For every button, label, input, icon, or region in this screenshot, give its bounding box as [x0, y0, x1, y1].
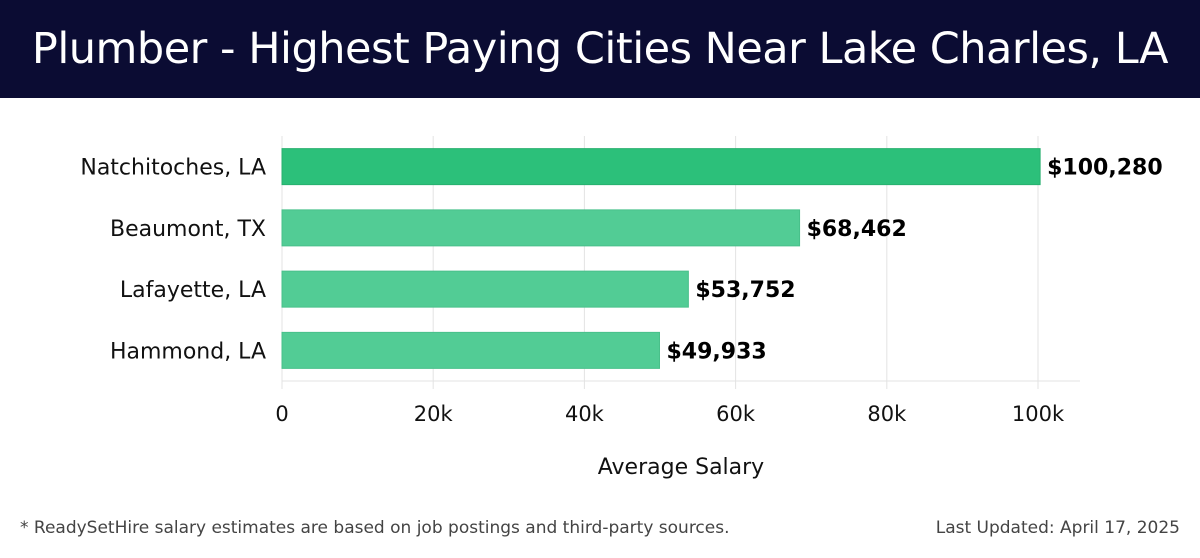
bar-chart: 0 20k 40k 60k 80k 100k Average Salary Natchitoc…: [80, 136, 1163, 480]
value-label: $100,280: [1047, 156, 1163, 181]
value-label: $53,752: [695, 278, 795, 303]
bar: [281, 148, 1041, 186]
x-tick-label: 80k: [867, 402, 907, 426]
footer-note: * ReadySetHire salary estimates are base…: [20, 518, 730, 538]
bar: [281, 209, 801, 247]
label-layer: 0 20k 40k 60k 80k 100k Average Salary Natchitoc…: [80, 156, 1162, 480]
chart-title: Plumber - Highest Paying Cities Near Lak…: [31, 24, 1169, 74]
x-tick-label: 100k: [1012, 402, 1065, 426]
value-label: $49,933: [666, 339, 766, 364]
bar-layer: [281, 148, 1041, 369]
last-updated: Last Updated: April 17, 2025: [935, 518, 1180, 538]
category-label: Lafayette, LA: [120, 278, 266, 303]
x-tick-label: 40k: [565, 402, 605, 426]
value-label: $68,462: [807, 217, 907, 242]
bar: [281, 331, 660, 369]
title-bar: Plumber - Highest Paying Cities Near Lak…: [0, 0, 1200, 98]
x-axis-title: Average Salary: [598, 455, 764, 480]
category-label: Natchitoches, LA: [80, 156, 266, 181]
x-tick-label: 60k: [716, 402, 756, 426]
bar: [281, 270, 689, 308]
x-tick-label: 20k: [414, 402, 454, 426]
x-tick-label: 0: [275, 402, 288, 426]
category-label: Hammond, LA: [110, 339, 266, 364]
category-label: Beaumont, TX: [110, 217, 266, 242]
